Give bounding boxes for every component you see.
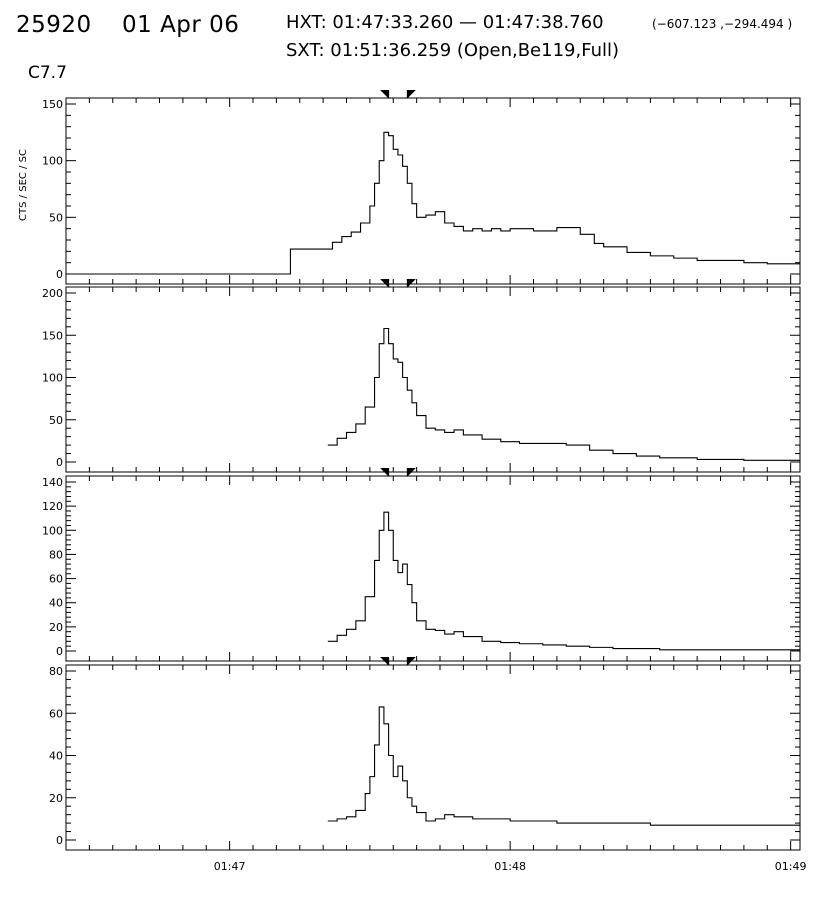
y-tick-label: 0 — [56, 645, 63, 658]
y-tick-label: 50 — [49, 414, 63, 427]
y-tick-label: 0 — [56, 456, 63, 469]
hxt-end-marker — [406, 90, 416, 99]
hxt-end-marker — [406, 468, 416, 477]
sxt-image-info: SXT: 01:51:36.259 (Open,Be119,Full) — [286, 40, 620, 61]
hxt-time-range: HXT: 01:47:33.260 — 01:47:38.760 — [286, 12, 604, 33]
x-tick-label: 01:49 — [775, 860, 807, 873]
y-tick-label: 200 — [42, 287, 63, 300]
y-tick-label: 20 — [49, 621, 63, 634]
y-tick-label: 100 — [42, 524, 63, 537]
y-tick-label: 60 — [49, 573, 63, 586]
count-rate-series — [327, 327, 800, 461]
panel-4: 0 20 40 60 80 01:47 01:48 01:49 — [49, 657, 807, 873]
hxt-coordinates: (−607.123 ,−294.494 ) — [652, 17, 793, 31]
y-tick-label: 100 — [42, 372, 63, 385]
hxt-end-marker — [406, 279, 416, 288]
goes-class: C7.7 — [28, 63, 67, 83]
plot-frame — [65, 664, 801, 851]
count-rate-series — [327, 511, 801, 651]
y-tick-label: 140 — [42, 476, 63, 489]
y-tick-label: 150 — [42, 98, 63, 111]
x-tick-label: 01:48 — [494, 860, 526, 873]
plot-frame — [65, 97, 801, 285]
y-tick-label: 20 — [49, 792, 63, 805]
y-tick-label: 40 — [49, 597, 63, 610]
y-tick-label: 150 — [42, 329, 63, 342]
count-rate-series — [327, 706, 801, 826]
y-tick-label: 120 — [42, 500, 63, 513]
event-id: 25920 — [16, 12, 92, 38]
panel-2: 0 50 100 150 200 — [42, 279, 801, 473]
y-tick-label: 80 — [49, 665, 63, 678]
y-tick-label: 80 — [49, 548, 63, 561]
y-axis-label: CTS / SEC / SC — [18, 149, 29, 221]
event-date: 01 Apr 06 — [122, 12, 240, 38]
hxt-start-marker — [380, 279, 390, 288]
plot-frame — [65, 286, 801, 473]
y-tick-label: 0 — [56, 268, 63, 281]
y-tick-label: 100 — [42, 155, 63, 168]
panel-1: 0 50 100 150 CTS / SEC / SC — [18, 90, 801, 285]
x-tick-label: 01:47 — [214, 860, 246, 873]
hxt-end-marker — [406, 657, 416, 666]
y-tick-label: 0 — [56, 834, 63, 847]
hxt-start-marker — [380, 468, 390, 477]
y-tick-label: 50 — [49, 211, 63, 224]
hxt-start-marker — [380, 90, 390, 99]
y-tick-label: 40 — [49, 750, 63, 763]
count-rate-series — [66, 131, 800, 275]
panel-3: 0 20 40 60 80 100 120 140 — [42, 468, 801, 662]
hxt-start-marker — [380, 657, 390, 666]
plot-frame — [65, 475, 801, 662]
y-tick-label: 60 — [49, 707, 63, 720]
